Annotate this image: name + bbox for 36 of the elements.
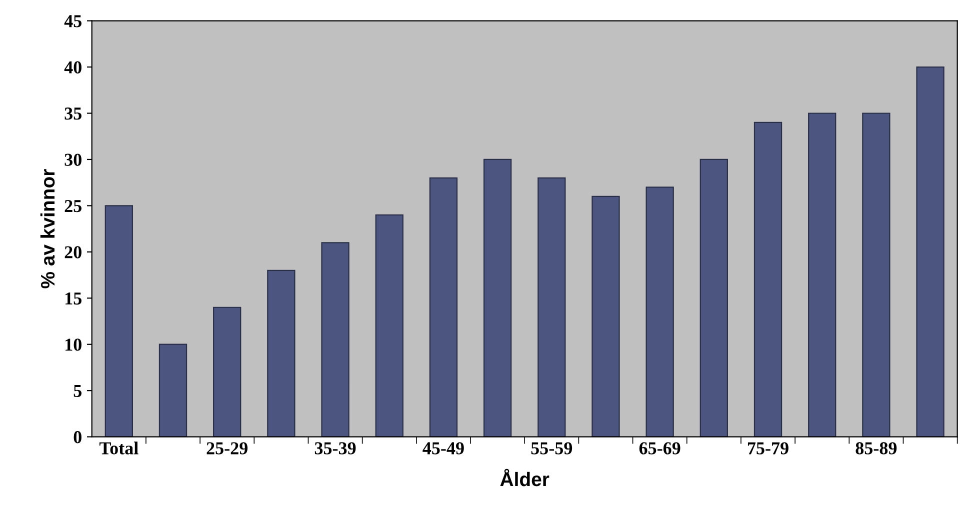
bar <box>104 205 133 437</box>
y-tick-label: 35 <box>64 108 82 120</box>
x-tick-label: 75-79 <box>748 442 788 454</box>
y-tick-label: 20 <box>64 246 82 258</box>
y-tick-label: 15 <box>66 292 82 305</box>
bar <box>321 242 350 437</box>
bar <box>646 186 674 437</box>
y-tick-label: 40 <box>64 61 82 74</box>
bar <box>862 112 890 437</box>
x-tick-label: Total <box>99 442 138 454</box>
x-tick-label: 65-69 <box>639 442 680 454</box>
x-tick-label: 45-49 <box>422 442 464 454</box>
x-axis-title: Ålder <box>500 468 550 486</box>
bar <box>375 214 404 437</box>
y-tick-label: 5 <box>74 385 82 398</box>
bar <box>592 196 620 437</box>
bar <box>700 158 728 437</box>
bar <box>213 306 242 437</box>
bar <box>754 122 782 437</box>
bar <box>483 158 512 437</box>
y-tick-label: 0 <box>74 431 82 444</box>
y-tick-label: 30 <box>64 154 82 166</box>
x-tick-label: 55-59 <box>531 442 572 454</box>
bar <box>267 270 296 437</box>
bar <box>429 177 458 437</box>
x-tick-label: 85-89 <box>856 442 897 454</box>
bar <box>158 344 188 437</box>
y-tick-label: 10 <box>66 338 82 351</box>
bar <box>808 112 836 437</box>
y-axis-title: % av kvinnor <box>40 169 55 288</box>
y-tick-label: 45 <box>64 15 82 28</box>
x-tick-label: 35-39 <box>314 442 356 454</box>
x-tick-label: 25-29 <box>206 442 248 454</box>
y-tick-label: 25 <box>64 200 82 212</box>
bar <box>916 66 944 437</box>
bar <box>538 177 566 437</box>
